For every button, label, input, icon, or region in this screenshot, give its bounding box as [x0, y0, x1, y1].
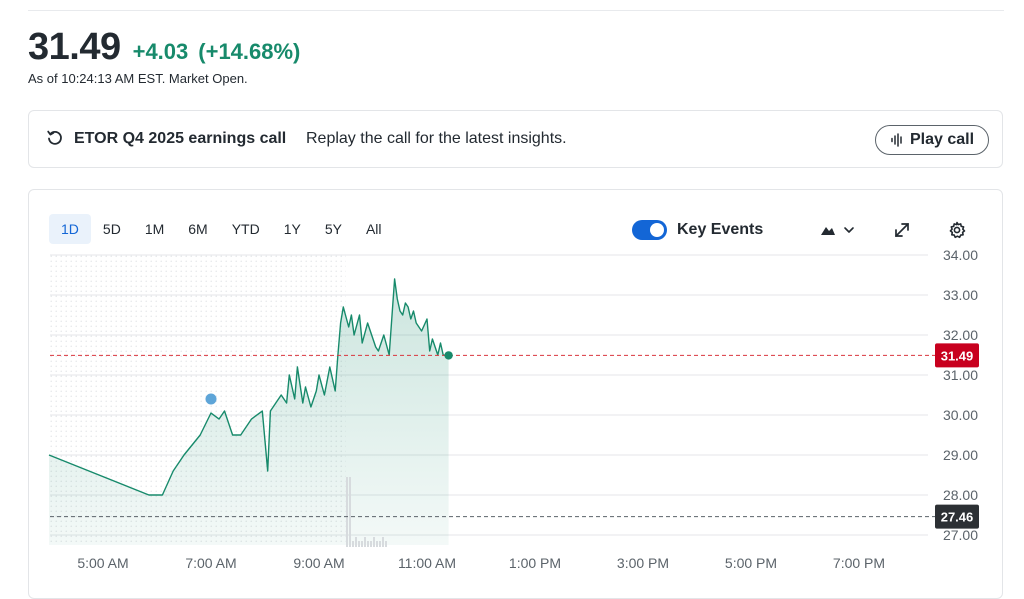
y-axis: 34.00 33.00 32.00 31.00 30.00 29.00 28.00 27.00 [943, 247, 978, 543]
volume-bar [349, 477, 351, 547]
price-line [48, 278, 449, 496]
y-tick-label: 29.00 [943, 447, 978, 463]
volume-bar [358, 541, 360, 547]
price-change-percent: (+14.68%) [198, 39, 301, 64]
volume-bar [355, 537, 357, 547]
range-tab-all[interactable]: All [365, 221, 382, 237]
volume-bar [370, 541, 372, 547]
chart-settings-button[interactable] [948, 220, 966, 240]
range-tab-6m[interactable]: 6M [188, 221, 208, 237]
market-status-timestamp: As of 10:24:13 AM EST. Market Open. [28, 71, 248, 86]
earnings-call-description: Replay the call for the latest insights. [306, 130, 567, 147]
earnings-call-banner: ETOR Q4 2025 earnings call Replay the ca… [28, 110, 1003, 168]
volume-bar [367, 541, 369, 547]
volume-bar [385, 541, 387, 547]
key-event-marker[interactable] [205, 393, 217, 405]
volume-bar [352, 541, 354, 547]
current-price-tag: 31.49 [935, 343, 979, 368]
y-tick-label: 28.00 [943, 487, 978, 503]
volume-bar [379, 541, 381, 547]
audio-waveform-icon [891, 133, 902, 147]
top-divider [28, 10, 1004, 11]
x-tick-label: 1:00 PM [509, 555, 561, 571]
mountain-chart-icon [821, 227, 854, 235]
x-tick-label: 3:00 PM [617, 555, 669, 571]
price-area-fill [49, 279, 449, 545]
play-call-label: Play call [909, 131, 975, 148]
volume-bars [346, 477, 387, 547]
range-tab-1y[interactable]: 1Y [283, 221, 301, 237]
x-tick-label: 5:00 AM [77, 555, 128, 571]
price-change: +4.03 [132, 39, 189, 64]
chart-type-dropdown[interactable] [820, 220, 856, 240]
current-price: 31.49 [28, 26, 121, 68]
replay-icon [47, 130, 62, 145]
current-price-tag-bg [935, 343, 979, 368]
x-tick-label: 7:00 PM [833, 555, 885, 571]
range-tab-5y[interactable]: 5Y [324, 221, 342, 237]
fullscreen-button[interactable] [893, 220, 911, 240]
x-axis: 5:00 AM 7:00 AM 9:00 AM 11:00 AM 1:00 PM 3:00… [77, 555, 885, 571]
earnings-call-title: ETOR Q4 2025 earnings call [74, 130, 287, 147]
y-tick-label: 32.00 [943, 327, 978, 343]
x-tick-label: 7:00 AM [185, 555, 236, 571]
y-tick-label: 31.00 [943, 367, 978, 383]
play-call-button[interactable]: Play call [875, 125, 989, 155]
range-tab-ytd[interactable]: YTD [231, 221, 260, 237]
volume-bar [346, 477, 348, 547]
previous-close-tag-bg [935, 504, 979, 529]
volume-bar [373, 537, 375, 547]
range-tab-1d[interactable]: 1D [49, 214, 91, 244]
last-price-dot [444, 351, 453, 360]
y-tick-label: 30.00 [943, 407, 978, 423]
volume-bar [382, 537, 384, 547]
y-tick-label: 27.00 [943, 527, 978, 543]
previous-close-tag: 27.46 [935, 504, 979, 529]
current-price-tag-label: 31.49 [941, 348, 974, 363]
key-events-toggle[interactable] [632, 220, 667, 240]
quote-header: 31.49 +4.03 (+14.68%) [28, 26, 300, 69]
y-tick-label: 34.00 [943, 247, 978, 263]
range-tabs: 1D 5D 1M 6M YTD 1Y 5Y All [49, 214, 394, 244]
previous-close-tag-label: 27.46 [941, 510, 974, 525]
expand-icon [895, 223, 909, 237]
key-events-control: Key Events [632, 220, 763, 240]
volume-bar [376, 541, 378, 547]
range-tab-1m[interactable]: 1M [144, 221, 165, 237]
key-events-label: Key Events [677, 221, 764, 238]
volume-bar [361, 541, 363, 547]
gear-icon [949, 221, 966, 239]
toggle-knob [650, 223, 664, 237]
volume-bar [364, 537, 366, 547]
y-tick-label: 33.00 [943, 287, 978, 303]
x-tick-label: 5:00 PM [725, 555, 777, 571]
x-tick-label: 11:00 AM [398, 555, 456, 571]
x-tick-label: 9:00 AM [293, 555, 344, 571]
range-tab-5d[interactable]: 5D [102, 221, 121, 237]
